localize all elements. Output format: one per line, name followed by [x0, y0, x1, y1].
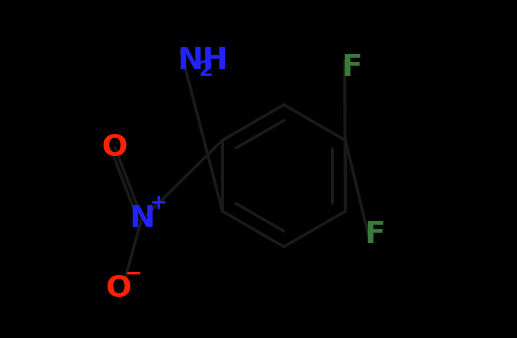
Text: O: O — [105, 274, 131, 304]
Text: 2: 2 — [199, 60, 214, 80]
Text: O: O — [102, 132, 128, 162]
Text: NH: NH — [177, 46, 228, 75]
Text: F: F — [364, 220, 386, 249]
Text: N: N — [129, 203, 155, 233]
Text: F: F — [341, 53, 362, 82]
Text: +: + — [149, 193, 167, 213]
Text: −: − — [125, 264, 142, 284]
